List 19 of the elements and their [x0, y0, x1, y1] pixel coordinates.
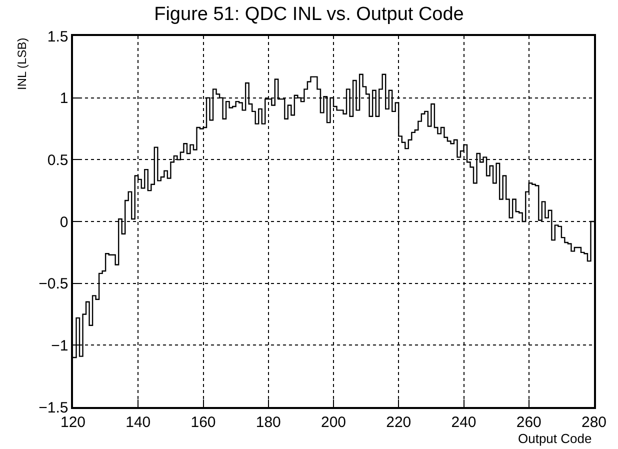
- x-tick-label: 240: [451, 414, 476, 431]
- x-tick-label: 140: [126, 414, 151, 431]
- x-tick-label: 260: [516, 414, 542, 431]
- y-tick-label: 1: [60, 90, 68, 108]
- y-tick-label: −1: [51, 337, 68, 354]
- x-tick-label: 180: [256, 414, 281, 431]
- x-tick-label: 160: [190, 414, 216, 431]
- y-tick-label: 0: [60, 214, 68, 231]
- x-axis-title: Output Code: [518, 431, 592, 446]
- x-tick-label: 220: [386, 414, 412, 431]
- chart-title: Figure 51: QDC INL vs. Output Code: [154, 4, 464, 26]
- y-tick-label: −0.5: [38, 276, 68, 293]
- x-tick-label: 280: [581, 414, 607, 431]
- y-tick-label: 1.5: [47, 28, 68, 46]
- y-axis-title: INL (LSB): [15, 38, 29, 90]
- y-tick-label: −1.5: [38, 399, 68, 416]
- x-tick-label: 200: [320, 414, 346, 431]
- y-tick-label: 0.5: [47, 152, 68, 169]
- x-tick-label: 120: [60, 414, 86, 431]
